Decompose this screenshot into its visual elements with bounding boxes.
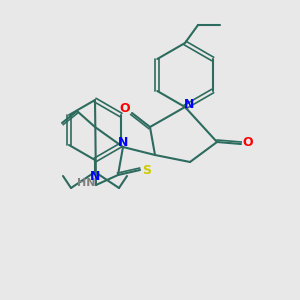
Text: N: N xyxy=(118,136,128,149)
Text: S: S xyxy=(142,164,152,176)
Text: N: N xyxy=(90,170,100,184)
Text: HN: HN xyxy=(77,178,95,188)
Text: O: O xyxy=(120,103,130,116)
Text: N: N xyxy=(184,98,194,112)
Text: O: O xyxy=(243,136,253,148)
